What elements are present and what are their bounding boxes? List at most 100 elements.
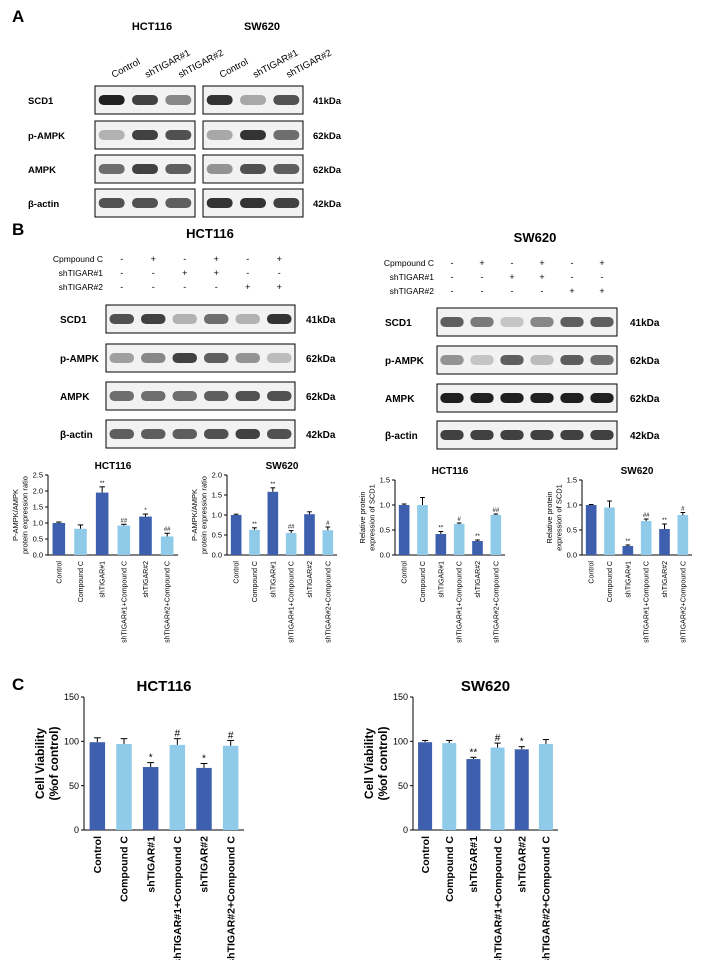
significance-label: # <box>175 729 181 740</box>
b-sw620-row-label: SCD1 <box>385 318 412 329</box>
hct116-blot-band <box>165 163 192 175</box>
b-hct116-sign: - <box>246 254 249 264</box>
b-sw620-blot-band <box>500 354 524 366</box>
b-hct116-sign: - <box>120 282 123 292</box>
hct116-blot-band <box>98 163 125 175</box>
b-hct116-blot-band <box>203 352 229 364</box>
sw620-blot-band <box>240 163 266 175</box>
b-sw620-kda-label: 41kDa <box>630 318 660 329</box>
b-sw620-blot-band <box>470 316 494 328</box>
b-hct116-kda-label: 62kDa <box>306 392 336 403</box>
category-label: shTIGAR#1+Compound C <box>457 561 464 643</box>
b-hct116-sign: + <box>182 268 187 278</box>
category-label: shTIGAR#2 <box>199 836 211 893</box>
b-sw620-blot-band <box>560 354 584 366</box>
b-hct116-sign: - <box>215 282 218 292</box>
b-hct116-sign: - <box>120 268 123 278</box>
b-hct116-row-label: β-actin <box>60 430 93 441</box>
significance-label: ## <box>120 518 127 524</box>
bar <box>417 505 428 555</box>
category-label: shTIGAR#2+Compound C <box>325 561 332 643</box>
hct116-blot-band <box>132 197 158 209</box>
category-label: Compound C <box>444 836 456 902</box>
category-label: Compound C <box>252 561 259 602</box>
chart-5: HCT116 0 50 100 150 Cell Viability (%of contro… <box>33 678 244 960</box>
significance-label: ** <box>270 482 275 488</box>
bar <box>222 745 239 830</box>
significance-label: # <box>681 507 685 513</box>
bar <box>490 515 502 555</box>
significance-label: * <box>202 754 206 765</box>
y-tick-label: 1.0 <box>380 501 390 510</box>
bar <box>304 514 315 555</box>
bar <box>398 505 410 555</box>
chart-3: HCT116 0.0 0.5 1.0 1.5 Relative protein expres… <box>358 466 505 643</box>
category-label: shTIGAR#2+Compound C <box>225 836 237 960</box>
significance-label: ** <box>625 539 630 545</box>
b-sw620-blot-band <box>590 392 614 404</box>
y-tick-label: 0.5 <box>567 526 577 535</box>
y-axis-label: Cell Viability <box>362 728 376 799</box>
y-axis-label: (%of control) <box>47 727 61 801</box>
b-hct116-blot-band <box>203 313 229 325</box>
b-hct116-blot-band <box>266 352 292 364</box>
chart-4: SW620 0.0 0.5 1.0 1.5 Relative protein express… <box>545 466 692 643</box>
category-label: shTIGAR#1 <box>625 561 632 598</box>
kda-label: 41kDa <box>313 96 342 107</box>
b-hct116-blot-band <box>109 428 135 440</box>
sw620-blot-band <box>240 197 266 209</box>
y-tick-label: 0 <box>74 825 79 835</box>
significance-label: * <box>149 753 153 764</box>
b-sw620-blot-band <box>530 429 554 441</box>
b-sw620-row-label: AMPK <box>385 394 415 405</box>
category-label: Control <box>234 561 241 584</box>
b-sw620-blot-frame <box>436 345 618 375</box>
category-label: shTIGAR#1+Compound C <box>121 561 128 643</box>
b-hct116-kda-label: 62kDa <box>306 354 336 365</box>
bar <box>74 528 87 555</box>
b-hct116-condition-label: Cpmpound C <box>53 254 103 264</box>
b-sw620-blot-band <box>500 429 524 441</box>
y-tick-label: 1.0 <box>33 519 43 528</box>
b-sw620-blot-band <box>440 354 464 366</box>
lane-label: Control <box>218 57 250 81</box>
chart-title: HCT116 <box>432 466 469 477</box>
b-sw620-condition-label: shTIGAR#2 <box>390 286 435 296</box>
b-sw620-sign: - <box>571 258 574 268</box>
y-tick-label: 50 <box>398 781 408 791</box>
sw620-blot-band <box>206 94 233 106</box>
b-hct116-sign: + <box>277 282 282 292</box>
panel-a-cell-hct116: HCT116 <box>132 21 172 33</box>
kda-label: 62kDa <box>313 165 342 176</box>
b-sw620-blot-band <box>500 316 524 328</box>
bar <box>95 492 109 555</box>
category-label: Control <box>420 836 432 873</box>
y-tick-label: 0.0 <box>380 551 390 560</box>
b-sw620-blot-band <box>470 392 494 404</box>
significance-label: * <box>144 508 147 514</box>
bar <box>585 505 597 555</box>
chart-title: HCT116 <box>136 678 191 695</box>
b-hct116-blot-band <box>109 352 135 364</box>
chart-title: SW620 <box>621 466 654 477</box>
hct116-blot-band <box>132 94 158 106</box>
b-sw620-blot-band <box>440 316 464 328</box>
bar <box>604 507 615 555</box>
significance-label: ** <box>470 747 478 758</box>
b-hct116-sign: - <box>152 282 155 292</box>
b-hct116-blot-band <box>235 313 261 325</box>
bar <box>139 516 152 555</box>
category-label: shTIGAR#2 <box>143 561 150 598</box>
significance-label: ** <box>252 522 257 528</box>
category-label: shTIGAR#1+Compound C <box>644 561 651 643</box>
hct116-blot-band <box>98 129 125 141</box>
b-sw620-sign: + <box>539 258 544 268</box>
b-hct116-row-label: p-AMPK <box>60 354 100 365</box>
y-tick-label: 150 <box>393 692 408 702</box>
b-sw620-blot-band <box>530 354 554 366</box>
b-hct116-kda-label: 41kDa <box>306 315 336 326</box>
category-label: Control <box>589 561 596 584</box>
b-hct116-blot-band <box>172 352 198 364</box>
b-hct116-blot-band <box>140 428 166 440</box>
